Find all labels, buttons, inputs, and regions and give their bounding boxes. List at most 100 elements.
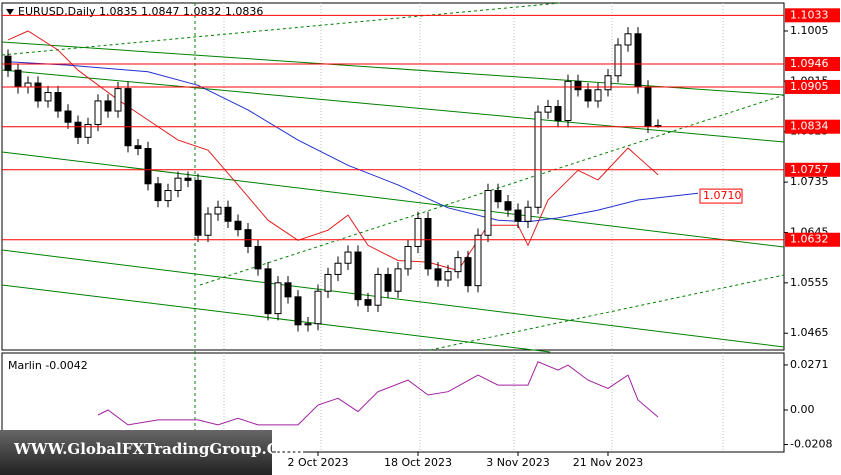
- candle-body: [154, 183, 162, 202]
- candle-body: [604, 75, 612, 91]
- y2-tick-label: -0.0208: [790, 438, 832, 451]
- level-label-box: [785, 162, 840, 177]
- candle-body: [64, 110, 72, 123]
- chart-title: EURUSD,Daily 1.0835 1.0847 1.0832 1.0836: [18, 5, 263, 18]
- level-label: 1.0632: [790, 233, 829, 246]
- candle-body: [594, 89, 602, 102]
- candle-body: [84, 123, 92, 138]
- candle-body: [194, 179, 202, 236]
- moving-average: [7, 61, 699, 223]
- level-label: 1.0834: [790, 120, 829, 133]
- y-tick-label: 1.1005: [790, 24, 829, 37]
- candle-body: [544, 106, 552, 113]
- candle-body: [74, 121, 82, 138]
- x-tick-label: 21 Nov 2023: [573, 456, 643, 469]
- y-tick-label: 1.0555: [790, 276, 829, 289]
- candle-body: [304, 323, 312, 326]
- x-tick-label: 18 Oct 2023: [384, 456, 452, 469]
- level-label-box: [785, 57, 840, 72]
- candle-body: [474, 234, 482, 287]
- level-label-box: [785, 119, 840, 134]
- level-label: 1.1033: [790, 8, 829, 21]
- marker-box: [699, 188, 743, 204]
- candle-body: [514, 209, 522, 222]
- grid: [223, 3, 724, 452]
- y-tick-label: 1.0465: [790, 326, 829, 339]
- collapse-icon: [6, 9, 14, 15]
- candle-body: [294, 296, 302, 326]
- candle-body: [214, 206, 222, 215]
- candle-body: [184, 177, 192, 181]
- candle-body: [644, 86, 652, 127]
- candle-body: [114, 88, 122, 112]
- candle-body: [164, 189, 172, 202]
- candle-body: [424, 217, 432, 270]
- candle-body: [144, 148, 152, 185]
- candle-body: [104, 100, 112, 112]
- candle-body: [14, 69, 22, 88]
- candle-body: [554, 106, 562, 122]
- candle-body: [54, 92, 62, 112]
- candle-body: [354, 251, 362, 301]
- y2-tick-label: 0.0271: [790, 358, 829, 371]
- candle-body: [364, 299, 372, 306]
- candle-body: [44, 92, 52, 102]
- candle-body: [494, 189, 502, 203]
- candle-body: [314, 290, 322, 325]
- level-label-box: [785, 232, 840, 247]
- candle-body: [34, 82, 42, 102]
- candle-body: [134, 145, 142, 150]
- marker-label: 1.0710: [703, 189, 742, 202]
- candle-body: [4, 55, 12, 71]
- candle-body: [394, 268, 402, 292]
- indicator-label: Marlin -0.0042: [8, 359, 88, 372]
- level-label: 1.0946: [790, 57, 829, 70]
- candle-body: [204, 213, 212, 236]
- candle-body: [274, 282, 282, 315]
- level-label: 1.0905: [790, 80, 829, 93]
- candle-body: [574, 80, 582, 91]
- candle-body: [324, 273, 332, 292]
- x-tick-label: 3 Nov 2023: [486, 456, 549, 469]
- candle-body: [374, 273, 382, 306]
- candle-body: [534, 111, 542, 208]
- candle-body: [444, 271, 452, 281]
- candle-body: [584, 89, 592, 102]
- candle-body: [24, 82, 32, 88]
- candle-body: [344, 251, 352, 264]
- candle-body: [224, 206, 232, 222]
- candle-body: [414, 217, 422, 247]
- candle-body: [124, 88, 132, 147]
- candle-body: [334, 262, 342, 275]
- x-tick-label: 2 Oct 2023: [287, 456, 348, 469]
- y-tick-label: 1.0735: [790, 175, 829, 188]
- candle-body: [634, 33, 642, 88]
- watermark: WWW.GlobalFXTradingGroup.Com: [13, 440, 305, 458]
- candle-body: [384, 273, 392, 292]
- candle-body: [264, 268, 272, 315]
- level-label-box: [785, 79, 840, 94]
- candle-body: [284, 282, 292, 298]
- price-panel: [1, 2, 785, 351]
- candle-body: [254, 245, 262, 270]
- candle-body: [434, 268, 442, 281]
- candle-body: [614, 44, 622, 77]
- watermark-box: [0, 430, 272, 475]
- candle-body: [504, 201, 512, 211]
- candle-body: [174, 177, 182, 191]
- candle-body: [234, 220, 242, 231]
- candle-body: [404, 245, 412, 270]
- level-label-box: [785, 8, 840, 23]
- y2-tick-label: 0.00: [790, 403, 815, 416]
- indicator-line: [97, 361, 659, 426]
- candle-body: [464, 257, 472, 287]
- candle-body: [624, 33, 632, 46]
- candle-body: [564, 80, 572, 122]
- candle-body: [484, 189, 492, 236]
- candle-body: [94, 100, 102, 125]
- candle-body: [524, 206, 532, 222]
- candle-body: [244, 229, 252, 247]
- level-label: 1.0757: [790, 163, 829, 176]
